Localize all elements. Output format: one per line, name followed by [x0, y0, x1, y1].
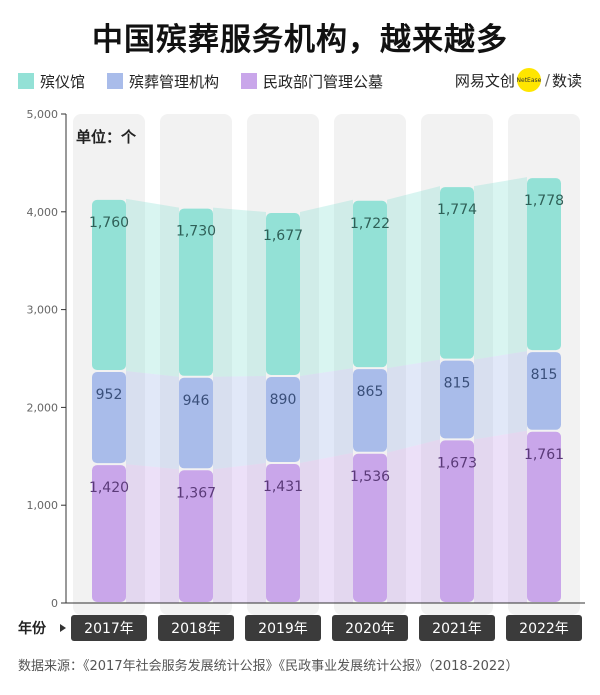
- data-label: 1,420: [89, 480, 129, 496]
- series-connector-band: [300, 452, 353, 603]
- bar-segment: [92, 465, 126, 602]
- x-category-label: 2017年: [84, 621, 134, 637]
- series-connector-band: [126, 371, 179, 470]
- series-connector-band: [474, 177, 527, 360]
- data-label: 1,760: [89, 215, 129, 231]
- series-connector-band: [213, 207, 266, 377]
- brand-sub: 数读: [551, 71, 582, 90]
- x-category-label: 2022年: [519, 621, 569, 637]
- bar-segment: [440, 360, 474, 439]
- series-connector-band: [387, 186, 440, 369]
- bar-segment: [266, 212, 300, 376]
- x-category-pill: [419, 615, 495, 641]
- x-axis-label: 年份: [18, 620, 47, 637]
- legend-swatch-management-agency: [107, 73, 124, 89]
- legend-label-management-agency: 殡葬管理机构: [129, 72, 220, 91]
- y-tick-label: 1,000: [27, 499, 59, 512]
- y-tick-label: 3,000: [27, 304, 59, 317]
- bar-segment: [92, 199, 126, 371]
- data-label: 1,774: [437, 202, 477, 218]
- series-connector-band: [300, 368, 353, 464]
- data-label: 865: [357, 384, 384, 400]
- legend-label-funeral-home: 殡仪馆: [40, 72, 86, 91]
- series-connector-band: [300, 199, 353, 377]
- bar-segment: [527, 178, 561, 351]
- data-source: 数据来源：《2017年社会服务发展统计公报》《民政事业发展统计公报》（2018-…: [18, 659, 519, 674]
- legend-item-management-agency: 殡葬管理机构: [107, 71, 219, 92]
- legend: 殡仪馆 殡葬管理机构 民政部门管理公墓: [18, 70, 405, 92]
- brand-slash: /: [544, 71, 550, 89]
- x-category-label: 2018年: [171, 621, 221, 637]
- legend-swatch-cemetery: [241, 73, 258, 89]
- bar-segment: [179, 208, 213, 376]
- series-connector-band: [126, 464, 179, 603]
- x-category-pill: [332, 615, 408, 641]
- series-connector-band: [213, 463, 266, 603]
- series-connector-band: [387, 439, 440, 603]
- bar-segment: [353, 369, 387, 452]
- series-connector-band: [474, 351, 527, 440]
- y-tick-label: 2,000: [27, 401, 59, 414]
- bar-segment: [179, 470, 213, 602]
- brand-dot-icon: NetEase: [517, 68, 541, 92]
- data-label: 952: [96, 387, 123, 403]
- bar-segment: [527, 431, 561, 602]
- data-label: 1,367: [176, 485, 216, 501]
- data-label: 1,761: [524, 447, 564, 463]
- bar-segment: [440, 187, 474, 359]
- x-category-pill: [245, 615, 321, 641]
- legend-swatch-funeral-home: [18, 73, 34, 89]
- data-label: 946: [183, 393, 210, 409]
- x-axis-arrow-icon: [60, 624, 66, 632]
- data-label: 1,722: [350, 216, 390, 232]
- data-label: 815: [444, 376, 471, 392]
- brand-logo: 网易文创 NetEase / 数读: [455, 68, 582, 92]
- data-label: 1,536: [350, 469, 390, 485]
- chart-title: 中国殡葬服务机构，越来越多: [92, 22, 508, 58]
- data-label: 890: [270, 392, 297, 408]
- series-connector-band: [474, 430, 527, 603]
- bar-segment: [92, 372, 126, 464]
- bar-segment: [179, 377, 213, 469]
- data-label: 1,730: [176, 224, 216, 240]
- x-category-pill: [158, 615, 234, 641]
- x-category-label: 2019年: [258, 621, 308, 637]
- data-label: 815: [531, 367, 558, 383]
- y-tick-label: 5,000: [27, 108, 59, 121]
- x-category-label: 2020年: [345, 621, 395, 637]
- bar-segment: [266, 377, 300, 463]
- bar-segment: [353, 453, 387, 602]
- legend-label-cemetery: 民政部门管理公墓: [263, 72, 384, 91]
- legend-item-funeral-home: 殡仪馆: [18, 71, 85, 92]
- legend-item-cemetery: 民政部门管理公墓: [241, 71, 383, 92]
- data-label: 1,778: [524, 193, 564, 209]
- y-tick-label: 4,000: [27, 206, 59, 219]
- brand-name: 网易文创: [454, 71, 515, 90]
- x-category-pill: [71, 615, 147, 641]
- stacked-bar-chart: 1,420 1,367 1,431 1,536 1,673 1,761 952 946 890 8…: [18, 108, 585, 641]
- data-label: 1,431: [263, 479, 303, 495]
- y-tick-label: 0: [51, 597, 58, 610]
- data-label: 1,673: [437, 455, 477, 471]
- data-label: 1,677: [263, 228, 303, 244]
- series-connector-band: [126, 198, 179, 377]
- bar-segment: [353, 200, 387, 368]
- series-connector-band: [387, 359, 440, 453]
- bar-segment: [440, 440, 474, 602]
- x-category-pill: [506, 615, 582, 641]
- unit-label: 单位：个: [76, 128, 137, 146]
- series-connector-band: [213, 376, 266, 470]
- bar-segment: [527, 352, 561, 430]
- bar-segment: [266, 464, 300, 602]
- x-category-label: 2021年: [432, 621, 482, 637]
